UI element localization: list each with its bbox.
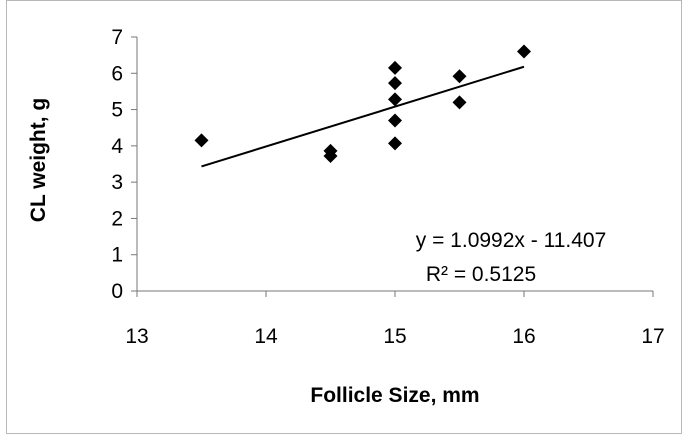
x-tick-label: 16 [512, 325, 535, 348]
trendline [201, 65, 525, 168]
data-point [388, 136, 402, 151]
x-tick-label: 13 [125, 325, 148, 348]
y-tick-label: 0 [111, 280, 123, 303]
trendline-group [201, 65, 525, 168]
y-tick-label: 7 [111, 26, 123, 49]
data-point [452, 69, 467, 84]
y-tick-label: 4 [111, 135, 123, 158]
y-tick-label: 2 [111, 207, 123, 230]
trendline-equation: y = 1.0992x - 11.407 [416, 229, 607, 252]
x-ticks: 13 14 15 16 17 [125, 291, 665, 348]
y-tick-label: 1 [111, 244, 123, 267]
y-axis-title: CL weight, g [27, 98, 50, 222]
y-tick-label: 6 [111, 62, 123, 85]
data-point [388, 76, 402, 91]
chart-frame [6, 0, 682, 434]
data-points [194, 44, 531, 164]
y-ticks: 0 1 2 3 4 5 6 7 [111, 26, 137, 303]
x-axis-title: Follicle Size, mm [310, 384, 479, 407]
x-tick-label: 14 [254, 325, 278, 348]
axes [136, 37, 653, 292]
x-tick-label: 15 [383, 325, 406, 348]
data-point [323, 143, 338, 158]
data-point [388, 60, 402, 75]
data-point [388, 92, 402, 107]
r-squared-label: R² = 0.5125 [426, 263, 536, 286]
y-tick-label: 5 [111, 99, 123, 122]
data-point [452, 95, 467, 110]
data-point [388, 113, 402, 128]
data-point [194, 133, 209, 148]
y-tick-label: 3 [111, 171, 123, 194]
x-tick-label: 17 [641, 325, 664, 348]
data-point [517, 44, 531, 59]
